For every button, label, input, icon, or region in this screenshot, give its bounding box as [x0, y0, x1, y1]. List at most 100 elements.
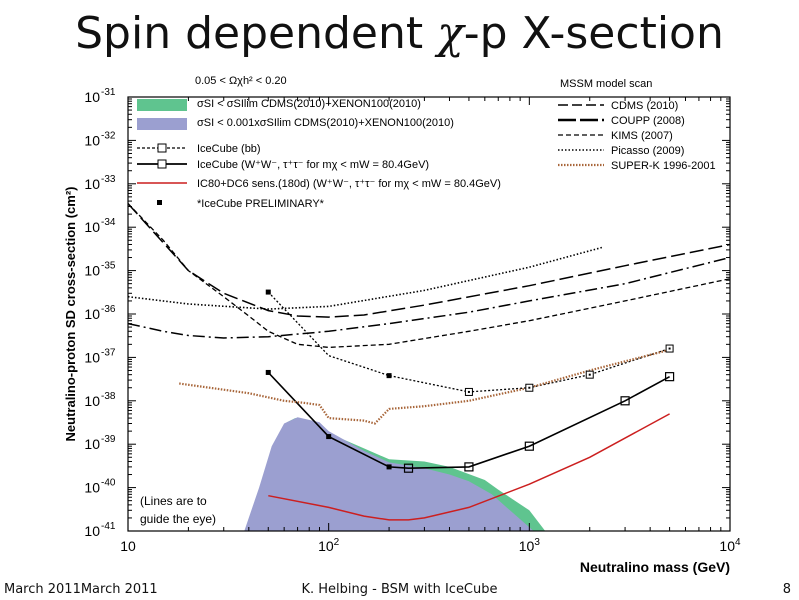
y-tick-label: 10-33: [84, 174, 115, 192]
model-scan-label: MSSM model scan: [560, 78, 652, 90]
y-tick-label: 10-35: [84, 261, 115, 279]
legend-label-ic80: IC80+DC6 sens.(180d) (W⁺W⁻, τ⁺τ⁻ for mχ …: [197, 178, 501, 190]
legend-label-coupp: COUPP (2008): [611, 115, 685, 127]
legend-label-picasso: Picasso (2009): [611, 145, 684, 157]
y-tick-exponent: -36: [101, 304, 116, 315]
marker-icecube-bb-dot: [528, 386, 531, 389]
y-tick-exponent: -39: [101, 434, 116, 445]
x-tick-base: 10: [519, 538, 535, 554]
series-picasso: [128, 246, 603, 310]
legend-label-icecube_bb: IceCube (bb): [197, 143, 261, 155]
y-axis-label: Neutralino-proton SD cross-section (cm²): [63, 187, 78, 442]
y-tick-label: 10-36: [84, 304, 115, 322]
y-tick-base: 10: [84, 480, 100, 496]
y-tick-label: 10-39: [84, 434, 115, 452]
legend-label-cdms: CDMS (2010): [611, 100, 678, 112]
series-superk: [179, 348, 670, 425]
y-tick-exponent: -33: [101, 174, 116, 185]
y-tick-label: 10-41: [84, 521, 115, 539]
legend-marker-preliminary: [157, 200, 162, 205]
footer-author: K. Helbing - BSM with IceCube: [301, 582, 498, 597]
y-tick-label: 10-37: [84, 347, 115, 365]
marker-preliminary: [386, 373, 392, 379]
legend-swatch-violet: [137, 118, 187, 130]
marker-icecube-ww: [620, 396, 630, 406]
y-tick-exponent: -37: [101, 347, 116, 358]
x-tick-base: 10: [120, 538, 136, 554]
y-tick-label: 10-40: [84, 478, 115, 496]
series-kims: [128, 203, 730, 349]
y-tick-label: 10-38: [84, 391, 115, 409]
plot-area: [128, 203, 730, 531]
y-tick-base: 10: [84, 523, 100, 539]
legend-label-kims: KIMS (2007): [611, 130, 673, 142]
y-tick-base: 10: [84, 219, 100, 235]
y-tick-exponent: -40: [101, 478, 116, 489]
series-icecube_ww: [267, 371, 670, 470]
y-tick-exponent: -34: [101, 217, 116, 228]
y-tick-exponent: -41: [101, 521, 116, 532]
x-tick-exponent: 4: [735, 537, 741, 548]
lines-note-1: (Lines are to: [140, 494, 207, 508]
y-tick-base: 10: [84, 89, 100, 105]
marker-preliminary: [265, 289, 271, 295]
legend-left: σSI < σSIlim CDMS(2010)+XENON100(2010) σS…: [137, 98, 501, 210]
top-annotation: 0.05 < Ωχh² < 0.20: [195, 75, 287, 87]
x-tick-label: 10: [120, 538, 136, 554]
y-tick-base: 10: [84, 349, 100, 365]
x-tick-exponent: 2: [334, 537, 340, 548]
violet-region: [244, 417, 534, 531]
title-pre: Spin dependent: [75, 8, 438, 59]
x-tick-exponent: 3: [534, 537, 540, 548]
title-chi: χ: [437, 8, 464, 59]
legend-label-sd_violet: σSI < 0.001xσSIlim CDMS(2010)+XENON100(2…: [197, 117, 454, 129]
marker-icecube-ww: [524, 441, 534, 451]
legend-label-superk: SUPER-K 1996-2001: [611, 160, 716, 172]
legend-swatch-green: [137, 99, 187, 111]
x-tick-label: 102: [318, 537, 340, 554]
y-tick-base: 10: [84, 306, 100, 322]
series-icecube_bb: [267, 291, 670, 393]
y-tick-label: 10-34: [84, 217, 115, 235]
footer-page-number: 8: [782, 582, 791, 597]
footer-date: March 2011March 2011: [4, 582, 158, 597]
marker-preliminary: [386, 464, 392, 470]
y-tick-base: 10: [84, 263, 100, 279]
series-cdms: [128, 203, 730, 318]
lines-note-2: guide the eye): [140, 512, 216, 526]
series-ic80: [268, 413, 670, 521]
y-tick-base: 10: [84, 176, 100, 192]
marker-icecube-ww: [403, 463, 414, 473]
marker-preliminary: [326, 434, 332, 440]
legend-marker-icecube-bb: [157, 143, 167, 153]
legend-label-sd_green: σSI < σSIlim CDMS(2010)+XENON100(2010): [197, 98, 421, 110]
x-axis-label: Neutralino mass (GeV): [580, 559, 730, 575]
x-tick-base: 10: [318, 538, 334, 554]
x-tick-label: 104: [719, 537, 741, 554]
marker-icecube-bb-dot: [588, 373, 591, 376]
y-tick-base: 10: [84, 132, 100, 148]
y-tick-exponent: -32: [101, 130, 116, 141]
y-tick-exponent: -38: [101, 391, 116, 402]
marker-icecube-bb-dot: [467, 390, 470, 393]
y-tick-base: 10: [84, 436, 100, 452]
title-post: -p X-section: [463, 8, 724, 59]
x-tick-label: 103: [519, 537, 541, 554]
x-tick-base: 10: [719, 538, 735, 554]
y-tick-exponent: -31: [101, 87, 116, 98]
y-tick-label: 10-31: [84, 87, 115, 105]
marker-icecube-ww: [664, 372, 675, 382]
legend-label-prelim: *IceCube PRELIMINARY*: [197, 198, 325, 210]
y-tick-exponent: -35: [101, 261, 116, 272]
marker-icecube-bb-dot: [668, 347, 671, 350]
marker-preliminary: [265, 369, 271, 375]
legend-right: CDMS (2010) COUPP (2008) KIMS (2007) Picass…: [558, 100, 716, 172]
legend-label-icecube_ww: IceCube (W⁺W⁻, τ⁺τ⁻ for mχ < mW = 80.4Ge…: [197, 159, 429, 171]
legend-marker-icecube-ww: [157, 159, 167, 169]
y-tick-base: 10: [84, 393, 100, 409]
marker-icecube-ww: [464, 462, 474, 472]
slide-title: Spin dependent χ-p X-section: [0, 8, 799, 59]
y-tick-label: 10-32: [84, 130, 115, 148]
series-coupp: [128, 256, 730, 339]
